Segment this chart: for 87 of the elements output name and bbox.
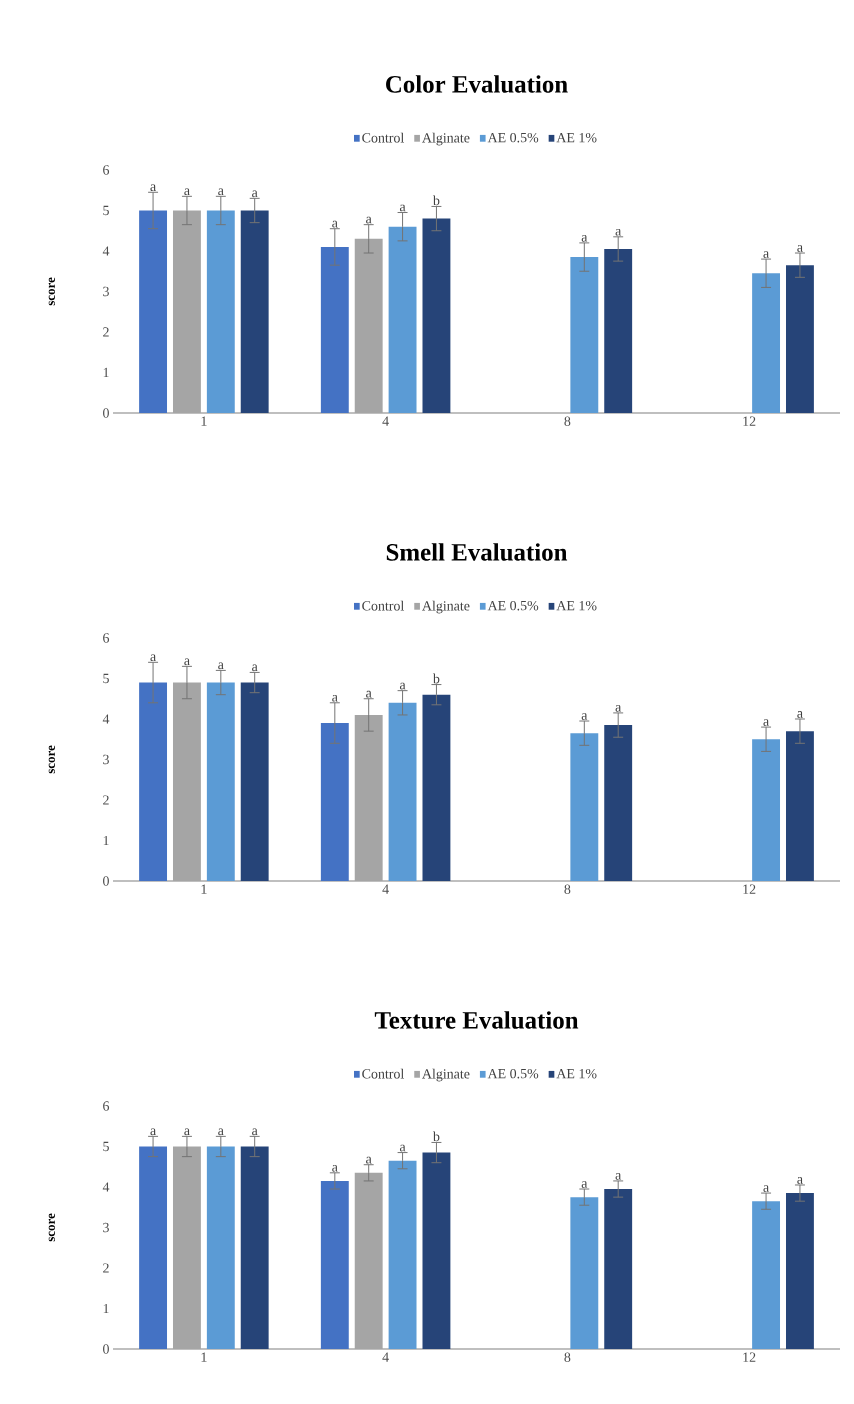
y-tick-label: 0 bbox=[103, 1344, 109, 1354]
y-tick-label: 6 bbox=[103, 633, 110, 643]
y-tick-label: 3 bbox=[103, 286, 109, 297]
data-label: a bbox=[797, 245, 803, 252]
y-tick-label: 5 bbox=[103, 1141, 109, 1152]
x-tick-label: 8 bbox=[564, 1352, 571, 1362]
y-tick-label: 6 bbox=[103, 165, 110, 175]
y-tick-label: 1 bbox=[103, 367, 109, 378]
x-tick-label: 1 bbox=[201, 416, 207, 426]
x-tick-label: 4 bbox=[382, 416, 389, 426]
y-axis-title: score bbox=[48, 1213, 55, 1242]
x-tick-label: 12 bbox=[743, 416, 756, 426]
y-tick-label: 1 bbox=[103, 1303, 109, 1314]
x-tick-label: 8 bbox=[564, 416, 571, 426]
legend-label: AE 0.5% bbox=[487, 600, 539, 611]
y-tick-label: 1 bbox=[103, 835, 109, 846]
data-label: a bbox=[332, 220, 338, 228]
legend-label: AE 1% bbox=[556, 1068, 597, 1079]
x-tick-label: 12 bbox=[743, 1352, 756, 1362]
legend-label: AE 1% bbox=[556, 600, 597, 611]
y-tick-label: 4 bbox=[102, 714, 110, 724]
data-label: a bbox=[150, 1128, 156, 1136]
data-label: a bbox=[581, 1181, 588, 1188]
data-label: a bbox=[763, 1185, 769, 1192]
data-label: b bbox=[432, 1131, 440, 1142]
data-label: a bbox=[581, 235, 588, 242]
data-label: a bbox=[218, 662, 224, 670]
data-label: a bbox=[218, 1128, 224, 1136]
data-label: a bbox=[184, 658, 190, 666]
y-tick-label: 2 bbox=[103, 795, 109, 805]
x-tick-label: 8 bbox=[564, 884, 571, 894]
data-label: a bbox=[399, 682, 406, 690]
y-axis-title: score bbox=[48, 277, 55, 306]
data-label: a bbox=[615, 705, 622, 712]
x-tick-label: 4 bbox=[382, 884, 389, 894]
data-label: a bbox=[184, 188, 190, 196]
data-label: a bbox=[366, 216, 372, 224]
data-label: a bbox=[252, 190, 258, 198]
data-label: a bbox=[366, 690, 372, 698]
chart-title: Color Evaluation bbox=[386, 75, 568, 93]
y-tick-label: 4 bbox=[102, 246, 110, 256]
legend-label: Alginate bbox=[422, 1068, 470, 1082]
data-label: a bbox=[366, 1156, 372, 1164]
legend-label: Alginate bbox=[422, 600, 470, 614]
data-label: a bbox=[399, 204, 406, 212]
y-tick-label: 5 bbox=[103, 673, 109, 684]
data-label: a bbox=[763, 719, 769, 726]
data-label: a bbox=[797, 711, 803, 718]
data-label: a bbox=[184, 1128, 190, 1136]
y-tick-label: 6 bbox=[103, 1101, 110, 1111]
legend-label: AE 1% bbox=[556, 132, 597, 143]
data-label: a bbox=[615, 228, 622, 236]
data-label: b bbox=[432, 195, 440, 206]
data-label: a bbox=[581, 713, 588, 720]
legend-label: AE 0.5% bbox=[487, 1068, 539, 1079]
data-label: a bbox=[399, 1144, 406, 1152]
legend-label: AE 0.5% bbox=[487, 132, 539, 143]
chart-title: Texture Evaluation bbox=[374, 1011, 579, 1029]
data-label: b bbox=[432, 673, 440, 684]
legend-label: Alginate bbox=[422, 132, 470, 146]
data-label: a bbox=[763, 251, 769, 258]
data-label: a bbox=[252, 1128, 258, 1136]
chart-title: Smell Evaluation bbox=[386, 543, 568, 561]
data-label: a bbox=[332, 694, 338, 702]
data-label: a bbox=[218, 188, 224, 196]
x-tick-label: 12 bbox=[743, 884, 756, 894]
x-tick-label: 1 bbox=[201, 1352, 207, 1362]
y-axis-title: score bbox=[48, 745, 55, 774]
data-label: a bbox=[615, 1173, 622, 1180]
y-tick-label: 5 bbox=[103, 205, 109, 216]
data-label: a bbox=[332, 1164, 338, 1172]
y-tick-label: 4 bbox=[102, 1182, 110, 1192]
y-tick-label: 0 bbox=[103, 876, 109, 886]
data-label: a bbox=[150, 184, 156, 192]
y-tick-label: 0 bbox=[103, 408, 109, 418]
y-tick-label: 3 bbox=[103, 1222, 109, 1233]
legend-label: Control bbox=[362, 132, 405, 143]
data-label: a bbox=[150, 654, 156, 662]
y-tick-label: 3 bbox=[103, 754, 109, 765]
legend-label: Control bbox=[362, 1068, 405, 1079]
y-tick-label: 2 bbox=[103, 1263, 109, 1273]
data-label: a bbox=[252, 664, 258, 672]
x-tick-label: 4 bbox=[382, 1352, 389, 1362]
legend-label: Control bbox=[362, 600, 405, 611]
x-tick-label: 1 bbox=[201, 884, 207, 894]
y-tick-label: 2 bbox=[103, 327, 109, 337]
data-label: a bbox=[797, 1177, 803, 1184]
